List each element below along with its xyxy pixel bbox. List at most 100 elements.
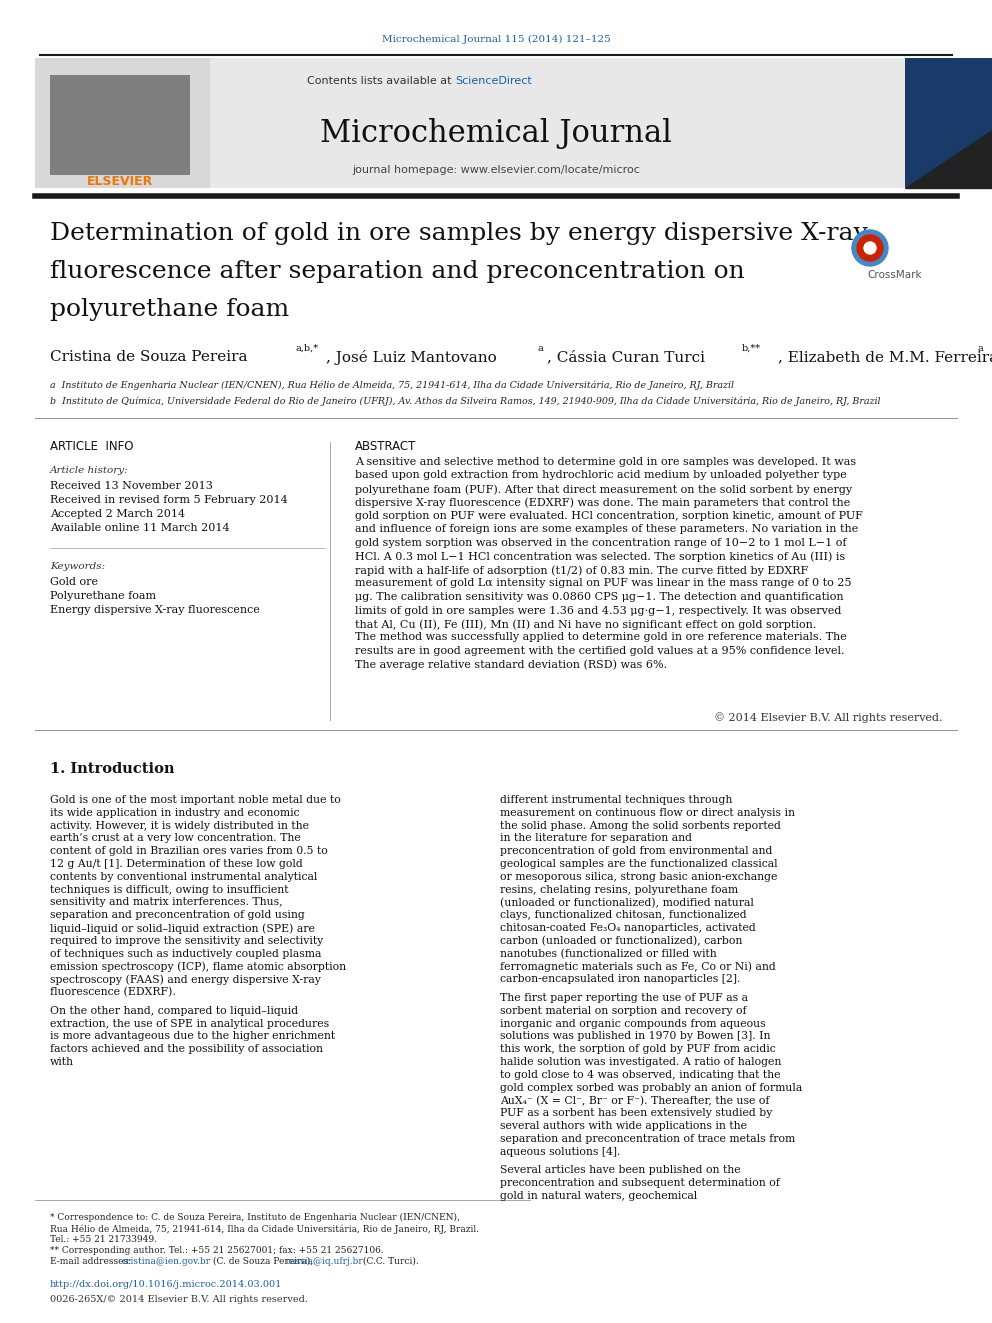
Text: (C.C. Turci).: (C.C. Turci). — [360, 1257, 419, 1266]
Text: journal homepage: www.elsevier.com/locate/microc: journal homepage: www.elsevier.com/locat… — [352, 165, 640, 175]
Text: measurement on continuous flow or direct analysis in: measurement on continuous flow or direct… — [500, 808, 795, 818]
Text: polyurethane foam (PUF). After that direct measurement on the solid sorbent by e: polyurethane foam (PUF). After that dire… — [355, 484, 852, 495]
Text: earth’s crust at a very low concentration. The: earth’s crust at a very low concentratio… — [50, 833, 301, 843]
Text: , Elizabeth de M.M. Ferreira: , Elizabeth de M.M. Ferreira — [778, 351, 992, 364]
Text: resins, chelating resins, polyurethane foam: resins, chelating resins, polyurethane f… — [500, 885, 738, 894]
Text: or mesoporous silica, strong basic anion-exchange: or mesoporous silica, strong basic anion… — [500, 872, 778, 882]
Circle shape — [857, 235, 883, 261]
Text: its wide application in industry and economic: its wide application in industry and eco… — [50, 808, 300, 818]
Bar — [35, 58, 912, 188]
Text: b,**: b,** — [742, 344, 761, 353]
Text: A sensitive and selective method to determine gold in ore samples was developed.: A sensitive and selective method to dete… — [355, 456, 856, 467]
Text: limits of gold in ore samples were 1.36 and 4.53 μg⋅g−1, respectively. It was ob: limits of gold in ore samples were 1.36 … — [355, 606, 841, 615]
Text: contents by conventional instrumental analytical: contents by conventional instrumental an… — [50, 872, 317, 882]
Text: chitosan-coated Fe₃O₄ nanoparticles, activated: chitosan-coated Fe₃O₄ nanoparticles, act… — [500, 923, 756, 933]
Text: with: with — [50, 1057, 74, 1068]
Text: Polyurethane foam: Polyurethane foam — [50, 591, 156, 601]
Text: Available online 11 March 2014: Available online 11 March 2014 — [50, 523, 229, 533]
Text: 12 g Au/t [1]. Determination of these low gold: 12 g Au/t [1]. Determination of these lo… — [50, 859, 303, 869]
Text: The method was successfully applied to determine gold in ore reference materials: The method was successfully applied to d… — [355, 632, 847, 643]
Text: clays, functionalized chitosan, functionalized: clays, functionalized chitosan, function… — [500, 910, 747, 921]
Text: ABSTRACT: ABSTRACT — [355, 441, 417, 452]
Text: b  Instituto de Química, Universidade Federal do Rio de Janeiro (UFRJ), Av. Atho: b Instituto de Química, Universidade Fed… — [50, 396, 881, 406]
Text: CrossMark: CrossMark — [868, 270, 923, 280]
Text: emission spectroscopy (ICP), flame atomic absorption: emission spectroscopy (ICP), flame atomi… — [50, 962, 346, 972]
Text: Determination of gold in ore samples by energy dispersive X-ray: Determination of gold in ore samples by … — [50, 222, 868, 245]
Text: sensitivity and matrix interferences. Thus,: sensitivity and matrix interferences. Th… — [50, 897, 283, 908]
Text: The average relative standard deviation (RSD) was 6%.: The average relative standard deviation … — [355, 659, 668, 669]
Text: (C. de Souza Pereira),: (C. de Souza Pereira), — [210, 1257, 316, 1266]
Text: separation and preconcentration of trace metals from: separation and preconcentration of trace… — [500, 1134, 796, 1144]
Text: Received 13 November 2013: Received 13 November 2013 — [50, 482, 213, 491]
Polygon shape — [905, 130, 992, 188]
Text: cassia@iq.ufrj.br: cassia@iq.ufrj.br — [285, 1257, 363, 1266]
Text: Contents lists available at: Contents lists available at — [307, 75, 455, 86]
Text: geological samples are the functionalized classical: geological samples are the functionalize… — [500, 859, 778, 869]
Text: to gold close to 4 was observed, indicating that the: to gold close to 4 was observed, indicat… — [500, 1070, 781, 1080]
Text: , José Luiz Mantovano: , José Luiz Mantovano — [326, 351, 497, 365]
Text: that Al, Cu (II), Fe (III), Mn (II) and Ni have no significant effect on gold so: that Al, Cu (II), Fe (III), Mn (II) and … — [355, 619, 816, 630]
Text: is more advantageous due to the higher enrichment: is more advantageous due to the higher e… — [50, 1032, 335, 1041]
Text: Gold ore: Gold ore — [50, 577, 98, 587]
Text: (unloaded or functionalized), modified natural: (unloaded or functionalized), modified n… — [500, 897, 754, 908]
Text: in the literature for separation and: in the literature for separation and — [500, 833, 692, 843]
Text: E-mail addresses:: E-mail addresses: — [50, 1257, 134, 1266]
Text: aqueous solutions [4].: aqueous solutions [4]. — [500, 1147, 620, 1156]
Text: activity. However, it is widely distributed in the: activity. However, it is widely distribu… — [50, 820, 309, 831]
Text: Rua Hélio de Almeida, 75, 21941-614, Ilha da Cidade Universitária, Rio de Janeir: Rua Hélio de Almeida, 75, 21941-614, Ilh… — [50, 1224, 479, 1233]
Text: ARTICLE  INFO: ARTICLE INFO — [50, 441, 134, 452]
Text: preconcentration and subsequent determination of: preconcentration and subsequent determin… — [500, 1179, 780, 1188]
Text: gold in natural waters, geochemical: gold in natural waters, geochemical — [500, 1191, 697, 1201]
Text: liquid–liquid or solid–liquid extraction (SPE) are: liquid–liquid or solid–liquid extraction… — [50, 923, 314, 934]
Text: solutions was published in 1970 by Bowen [3]. In: solutions was published in 1970 by Bowen… — [500, 1032, 771, 1041]
Text: spectroscopy (FAAS) and energy dispersive X-ray: spectroscopy (FAAS) and energy dispersiv… — [50, 974, 320, 984]
Bar — [50, 75, 190, 175]
Text: 1. Introduction: 1. Introduction — [50, 762, 175, 777]
Text: a  Instituto de Engenharia Nuclear (IEN/CNEN), Rua Hélio de Almeida, 75, 21941-6: a Instituto de Engenharia Nuclear (IEN/C… — [50, 381, 734, 390]
Text: ferromagnetic materials such as Fe, Co or Ni) and: ferromagnetic materials such as Fe, Co o… — [500, 962, 776, 972]
Text: ELSEVIER: ELSEVIER — [87, 175, 153, 188]
Text: AuX₄⁻ (X = Cl⁻, Br⁻ or F⁻). Thereafter, the use of: AuX₄⁻ (X = Cl⁻, Br⁻ or F⁻). Thereafter, … — [500, 1095, 770, 1106]
Text: gold system sorption was observed in the concentration range of 10−2 to 1 mol L−: gold system sorption was observed in the… — [355, 538, 846, 548]
Text: Accepted 2 March 2014: Accepted 2 March 2014 — [50, 509, 186, 519]
Text: Microchemical Journal 115 (2014) 121–125: Microchemical Journal 115 (2014) 121–125 — [382, 34, 610, 44]
Text: Gold is one of the most important noble metal due to: Gold is one of the most important noble … — [50, 795, 340, 804]
Bar — [905, 58, 992, 188]
Text: factors achieved and the possibility of association: factors achieved and the possibility of … — [50, 1044, 323, 1054]
Text: gold sorption on PUF were evaluated. HCl concentration, sorption kinetic, amount: gold sorption on PUF were evaluated. HCl… — [355, 511, 863, 521]
Text: On the other hand, compared to liquid–liquid: On the other hand, compared to liquid–li… — [50, 1005, 299, 1016]
Text: , Cássia Curan Turci: , Cássia Curan Turci — [547, 351, 705, 364]
Text: 0026-265X/© 2014 Elsevier B.V. All rights reserved.: 0026-265X/© 2014 Elsevier B.V. All right… — [50, 1295, 308, 1304]
Text: different instrumental techniques through: different instrumental techniques throug… — [500, 795, 732, 804]
Text: cristina@ien.gov.br: cristina@ien.gov.br — [122, 1257, 211, 1266]
Text: halide solution was investigated. A ratio of halogen: halide solution was investigated. A rati… — [500, 1057, 782, 1068]
Text: results are in good agreement with the certified gold values at a 95% confidence: results are in good agreement with the c… — [355, 646, 844, 656]
Text: a,b,*: a,b,* — [296, 344, 319, 353]
Text: nanotubes (functionalized or filled with: nanotubes (functionalized or filled with — [500, 949, 717, 959]
Text: HCl. A 0.3 mol L−1 HCl concentration was selected. The sorption kinetics of Au (: HCl. A 0.3 mol L−1 HCl concentration was… — [355, 552, 845, 562]
Text: preconcentration of gold from environmental and: preconcentration of gold from environmen… — [500, 847, 773, 856]
Text: the solid phase. Among the solid sorbents reported: the solid phase. Among the solid sorbent… — [500, 820, 781, 831]
Text: measurement of gold Lα intensity signal on PUF was linear in the mass range of 0: measurement of gold Lα intensity signal … — [355, 578, 851, 589]
Text: ScienceDirect: ScienceDirect — [455, 75, 532, 86]
Text: Tel.: +55 21 21733949.: Tel.: +55 21 21733949. — [50, 1234, 157, 1244]
Text: The first paper reporting the use of PUF as a: The first paper reporting the use of PUF… — [500, 994, 748, 1003]
Text: extraction, the use of SPE in analytical procedures: extraction, the use of SPE in analytical… — [50, 1019, 329, 1028]
Text: polyurethane foam: polyurethane foam — [50, 298, 289, 321]
Text: several authors with wide applications in the: several authors with wide applications i… — [500, 1121, 747, 1131]
Text: http://dx.doi.org/10.1016/j.microc.2014.03.001: http://dx.doi.org/10.1016/j.microc.2014.… — [50, 1279, 283, 1289]
Text: fluorescence after separation and preconcentration on: fluorescence after separation and precon… — [50, 261, 745, 283]
Bar — [35, 58, 210, 188]
Text: carbon-encapsulated iron nanoparticles [2].: carbon-encapsulated iron nanoparticles [… — [500, 974, 740, 984]
Text: required to improve the sensitivity and selectivity: required to improve the sensitivity and … — [50, 935, 323, 946]
Text: Received in revised form 5 February 2014: Received in revised form 5 February 2014 — [50, 495, 288, 505]
Circle shape — [864, 242, 876, 254]
Text: rapid with a half-life of adsorption (t1/2) of 0.83 min. The curve fitted by EDX: rapid with a half-life of adsorption (t1… — [355, 565, 808, 576]
Text: fluorescence (EDXRF).: fluorescence (EDXRF). — [50, 987, 176, 998]
Text: based upon gold extraction from hydrochloric acid medium by unloaded polyether t: based upon gold extraction from hydrochl… — [355, 471, 847, 480]
Text: and influence of foreign ions are some examples of these parameters. No variatio: and influence of foreign ions are some e… — [355, 524, 858, 534]
Text: ** Corresponding author. Tel.: +55 21 25627001; fax: +55 21 25627106.: ** Corresponding author. Tel.: +55 21 25… — [50, 1246, 384, 1256]
Text: carbon (unloaded or functionalized), carbon: carbon (unloaded or functionalized), car… — [500, 935, 742, 946]
Text: * Correspondence to: C. de Souza Pereira, Instituto de Engenharia Nuclear (IEN/C: * Correspondence to: C. de Souza Pereira… — [50, 1213, 460, 1222]
Text: gold complex sorbed was probably an anion of formula: gold complex sorbed was probably an anio… — [500, 1082, 803, 1093]
